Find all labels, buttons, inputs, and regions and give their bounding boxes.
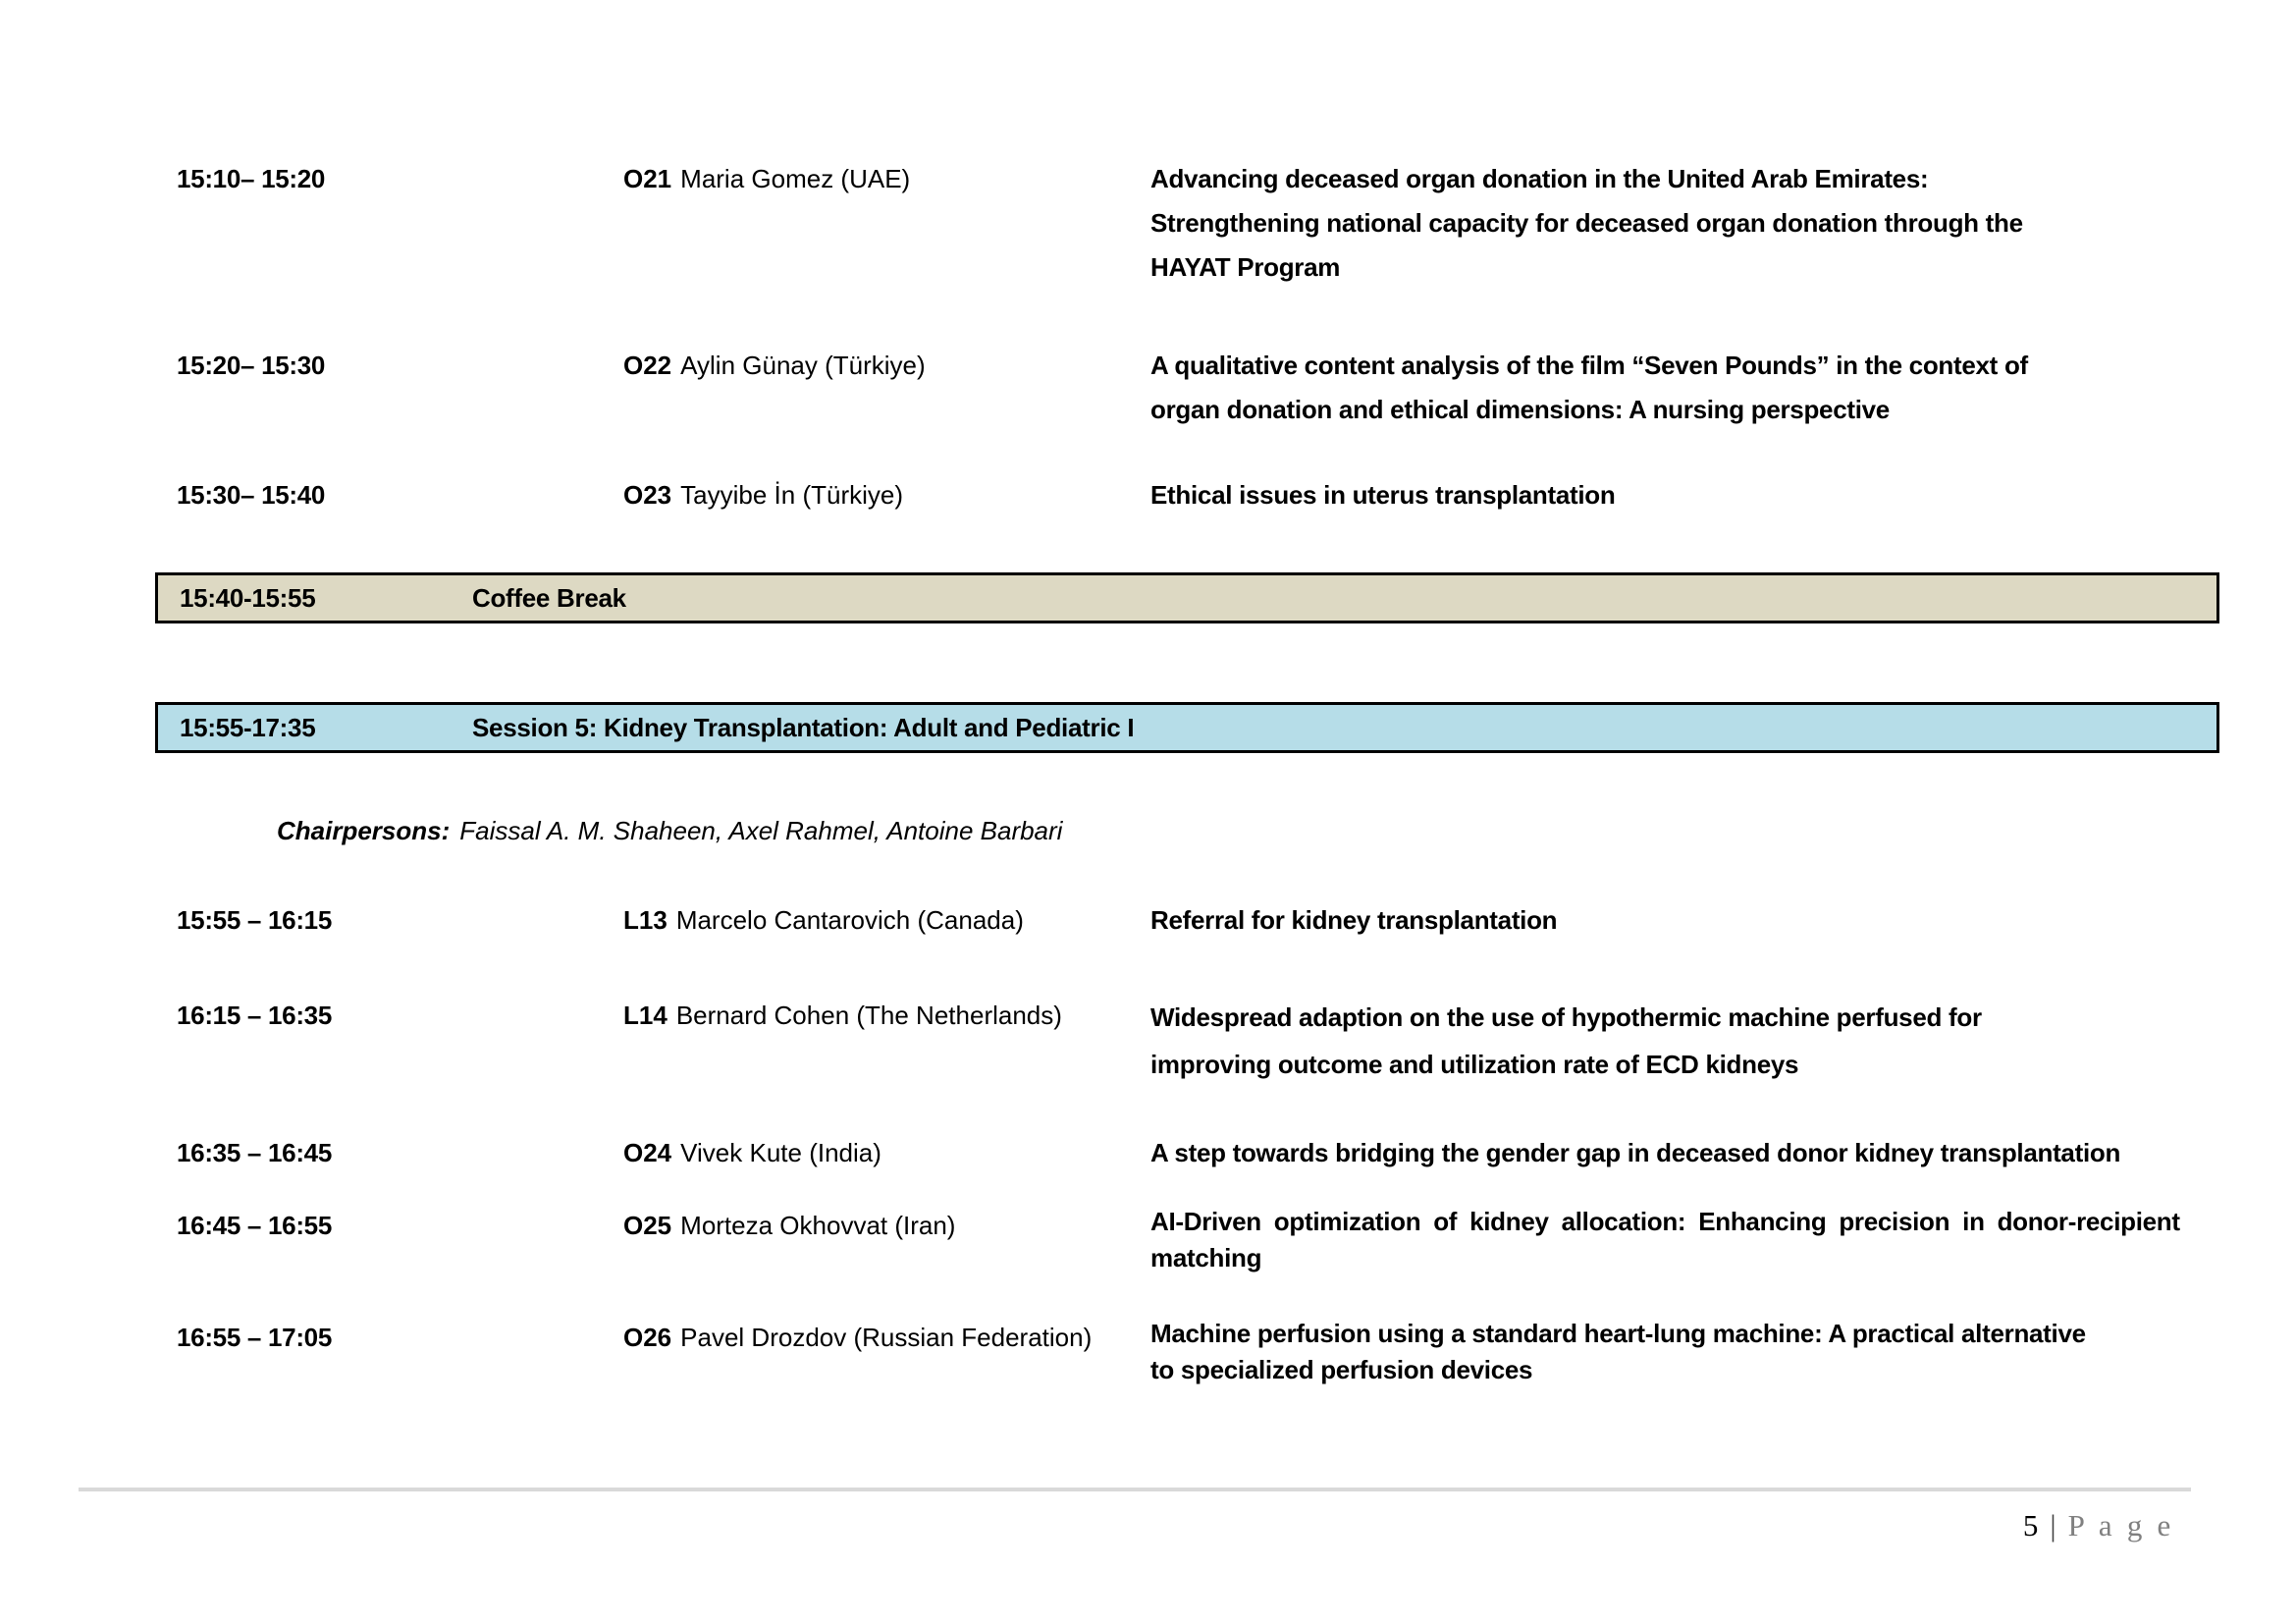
presentation-code: O25 — [623, 1211, 672, 1240]
presentation-speaker: L14 Bernard Cohen (The Netherlands) — [623, 994, 1150, 1038]
session5-time: 15:55-17:35 — [180, 712, 316, 742]
speaker-name: Aylin Günay (Türkiye) — [680, 351, 926, 380]
coffee-break-time: 15:40-15:55 — [180, 582, 316, 613]
speaker-name: Bernard Cohen (The Netherlands) — [675, 1001, 1062, 1030]
presentation-title: A step towards bridging the gender gap i… — [1150, 1131, 2245, 1175]
presentation-speaker: L13 Marcelo Cantarovich (Canada) — [623, 898, 1150, 943]
speaker-name: Tayyibe İn (Türkiye) — [680, 480, 903, 510]
chairpersons-names: Faissal A. M. Shaheen, Axel Rahmel, Anto… — [459, 816, 1063, 845]
title-line: AI-Driven optimization of kidney allocat… — [1150, 1207, 2180, 1236]
footer-rule — [79, 1488, 2191, 1491]
page-number-separator: | — [2050, 1508, 2056, 1543]
presentation-code: O23 — [623, 480, 672, 510]
schedule-row: 16:35 – 16:45 O24 Vivek Kute (India) A st… — [0, 1131, 2296, 1175]
coffee-break-label: Coffee Break — [472, 582, 626, 613]
time-slot: 15:10– 15:20 — [177, 164, 326, 193]
title-line: Ethical issues in uterus transplantation — [1150, 480, 1616, 510]
presentation-title: Ethical issues in uterus transplantation — [1150, 473, 2245, 517]
presentation-code: L13 — [623, 905, 667, 935]
session5-bar: 15:55-17:35 Session 5: Kidney Transplant… — [155, 702, 2219, 753]
title-line: Machine perfusion using a standard heart… — [1150, 1319, 2086, 1348]
title-line: A qualitative content analysis of the fi… — [1150, 351, 2028, 380]
presentation-title: AI-Driven optimization of kidney allocat… — [1150, 1204, 2245, 1276]
title-line: matching — [1150, 1243, 1262, 1272]
schedule-row: 15:20– 15:30 O22 Aylin Günay (Türkiye) A … — [0, 344, 2296, 432]
title-line: improving outcome and utilization rate o… — [1150, 1050, 1799, 1079]
time-slot: 16:45 – 16:55 — [177, 1211, 333, 1240]
title-line: organ donation and ethical dimensions: A… — [1150, 395, 1890, 424]
title-line: to specialized perfusion devices — [1150, 1355, 1533, 1384]
title-line: Referral for kidney transplantation — [1150, 905, 1558, 935]
title-line: Strengthening national capacity for dece… — [1150, 208, 2023, 238]
presentation-title: Machine perfusion using a standard heart… — [1150, 1316, 2245, 1388]
time-slot: 15:20– 15:30 — [177, 351, 326, 380]
page-footer: 5 | P a g e — [79, 1506, 2174, 1545]
presentation-title: A qualitative content analysis of the fi… — [1150, 344, 2245, 432]
speaker-name: Maria Gomez (UAE) — [680, 164, 911, 193]
presentation-code: L14 — [623, 1001, 667, 1030]
speaker-name: Pavel Drozdov (Russian Federation) — [680, 1323, 1093, 1352]
time-slot: 16:55 – 17:05 — [177, 1323, 333, 1352]
presentation-code: O26 — [623, 1323, 672, 1352]
time-slot: 16:35 – 16:45 — [177, 1138, 333, 1167]
title-line: HAYAT Program — [1150, 252, 1341, 282]
time-slot: 15:55 – 16:15 — [177, 905, 333, 935]
page-number: 5 — [2022, 1508, 2039, 1543]
time-slot: 16:15 – 16:35 — [177, 1001, 333, 1030]
presentation-title: Advancing deceased organ donation in the… — [1150, 157, 2245, 290]
presentation-speaker: O26 Pavel Drozdov (Russian Federation) — [623, 1316, 1150, 1360]
presentation-code: O24 — [623, 1138, 672, 1167]
schedule-row: 15:10– 15:20 O21 Maria Gomez (UAE) Advanc… — [0, 157, 2296, 290]
schedule-row: 15:55 – 16:15 L13 Marcelo Cantarovich (Ca… — [0, 898, 2296, 943]
title-line: Widespread adaption on the use of hypoth… — [1150, 1002, 1982, 1032]
presentation-title: Referral for kidney transplantation — [1150, 898, 2245, 943]
title-line: Advancing deceased organ donation in the… — [1150, 164, 1929, 193]
title-line: A step towards bridging the gender gap i… — [1150, 1138, 2121, 1167]
chairpersons-line: Chairpersons: Faissal A. M. Shaheen, Axel… — [0, 809, 2296, 853]
session5-title: Session 5: Kidney Transplantation: Adult… — [472, 712, 1135, 742]
schedule-row: 16:45 – 16:55 O25 Morteza Okhovvat (Iran)… — [0, 1204, 2296, 1276]
program-content: 15:10– 15:20 O21 Maria Gomez (UAE) Advanc… — [0, 157, 2296, 1388]
page-word: P a g e — [2067, 1508, 2174, 1543]
presentation-speaker: O24 Vivek Kute (India) — [623, 1131, 1150, 1175]
time-slot: 15:30– 15:40 — [177, 480, 326, 510]
schedule-row: 16:55 – 17:05 O26 Pavel Drozdov (Russian … — [0, 1316, 2296, 1388]
presentation-speaker: O21 Maria Gomez (UAE) — [623, 157, 1150, 201]
presentation-speaker: O22 Aylin Günay (Türkiye) — [623, 344, 1150, 388]
speaker-name: Morteza Okhovvat (Iran) — [680, 1211, 956, 1240]
presentation-code: O22 — [623, 351, 672, 380]
chairpersons-label: Chairpersons: — [277, 816, 451, 845]
presentation-speaker: O25 Morteza Okhovvat (Iran) — [623, 1204, 1150, 1248]
speaker-name: Vivek Kute (India) — [680, 1138, 881, 1167]
coffee-break-bar: 15:40-15:55 Coffee Break — [155, 572, 2219, 623]
schedule-row: 16:15 – 16:35 L14 Bernard Cohen (The Neth… — [0, 994, 2296, 1088]
speaker-name: Marcelo Cantarovich (Canada) — [675, 905, 1024, 935]
presentation-code: O21 — [623, 164, 672, 193]
presentation-speaker: O23 Tayyibe İn (Türkiye) — [623, 473, 1150, 517]
presentation-title: Widespread adaption on the use of hypoth… — [1150, 994, 2245, 1088]
schedule-row: 15:30– 15:40 O23 Tayyibe İn (Türkiye) Eth… — [0, 473, 2296, 517]
